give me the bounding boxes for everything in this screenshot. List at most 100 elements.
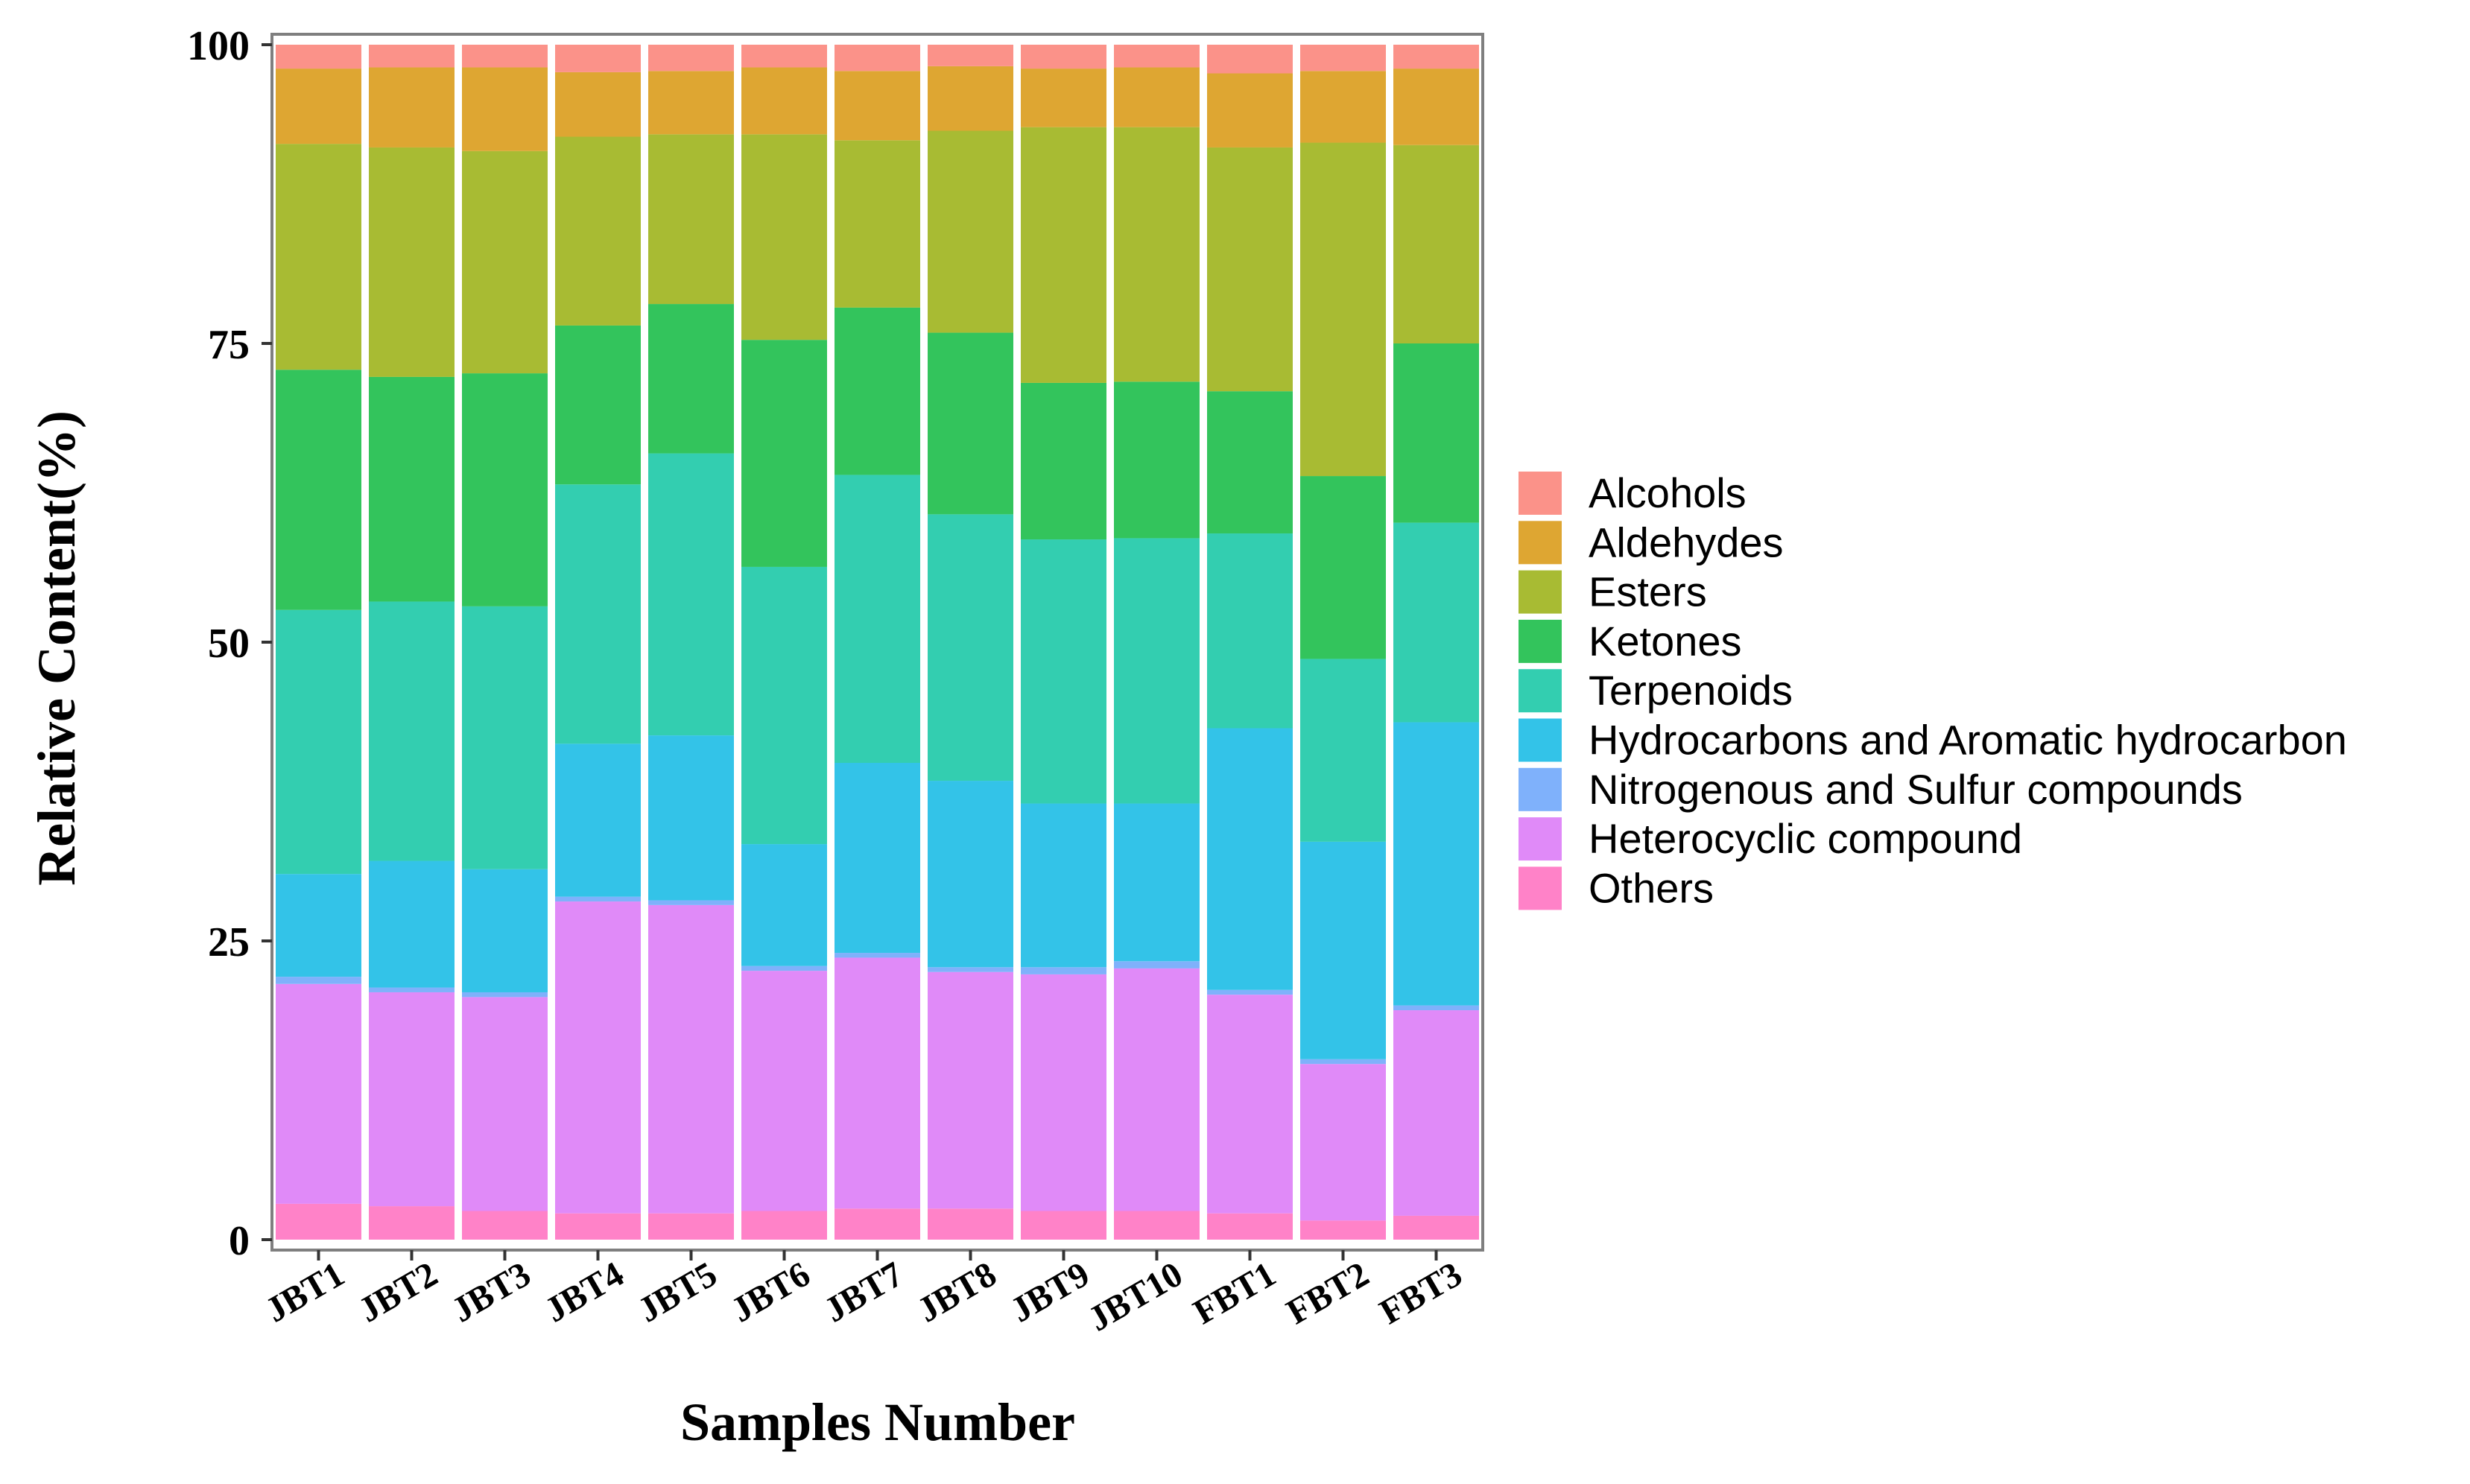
x-tick-label: JBT1 <box>259 1255 351 1331</box>
bar-segment-JBT10-hydrocarbons-and-aromatic-hydrocarbon <box>1114 803 1200 962</box>
bar-segment-JBT2-terpenoids <box>369 601 455 861</box>
bar-segment-JBT3-terpenoids <box>462 606 548 869</box>
bar-segment-JBT10-others <box>1114 1211 1200 1240</box>
x-tick-label: JBT10 <box>1082 1255 1189 1339</box>
bar-segment-JBT7-hydrocarbons-and-aromatic-hydrocarbon <box>835 763 920 954</box>
legend-label: Esters <box>1589 568 1707 615</box>
y-tick-label: 100 <box>187 23 250 69</box>
bar-segment-FBT1-terpenoids <box>1207 533 1293 729</box>
x-tick-label: JBT7 <box>817 1255 910 1331</box>
x-tick-label: JBT3 <box>445 1255 537 1331</box>
bar-segment-JBT10-heterocyclic-compound <box>1114 968 1200 1211</box>
bar-segment-JBT8-esters <box>928 130 1013 333</box>
bar-segment-JBT4-terpenoids <box>555 484 641 744</box>
legend-swatch-esters <box>1519 570 1562 614</box>
x-tick-label: FBT1 <box>1187 1255 1282 1333</box>
legend-label: Aldehydes <box>1589 519 1784 565</box>
bar-segment-JBT1-terpenoids <box>276 609 361 875</box>
legend-label: Ketones <box>1589 618 1742 665</box>
bar-segment-JBT9-terpenoids <box>1021 539 1106 804</box>
bar-segment-JBT1-hydrocarbons-and-aromatic-hydrocarbon <box>276 874 361 977</box>
bar-segment-JBT9-nitrogenous-and-sulfur-compounds <box>1021 967 1106 974</box>
bar-segment-JBT2-others <box>369 1206 455 1240</box>
x-axis: JBT1 JBT2 JBT3 JBT4 JBT5 JBT6 JBT7 JBT8 JBT9JBT1… <box>259 1250 1469 1339</box>
y-tick-label: 50 <box>208 621 250 667</box>
bar-segment-FBT1-esters <box>1207 147 1293 392</box>
bar-segment-JBT10-alcohols <box>1114 45 1200 68</box>
bar-segment-JBT3-heterocyclic-compound <box>462 997 548 1211</box>
bar-segment-JBT5-esters <box>648 134 734 305</box>
bar-segment-JBT5-nitrogenous-and-sulfur-compounds <box>648 900 734 905</box>
bar-segment-JBT8-nitrogenous-and-sulfur-compounds <box>928 967 1013 972</box>
bar-segment-FBT3-ketones <box>1393 343 1479 523</box>
bar-segment-FBT2-others <box>1300 1220 1386 1240</box>
bar-segment-FBT1-heterocyclic-compound <box>1207 995 1293 1214</box>
bar-segment-FBT1-others <box>1207 1213 1293 1240</box>
x-axis-title: Samples Number <box>680 1392 1075 1452</box>
bar-segment-JBT8-others <box>928 1208 1013 1240</box>
bar-segment-JBT3-nitrogenous-and-sulfur-compounds <box>462 992 548 998</box>
bar-segment-JBT8-terpenoids <box>928 514 1013 781</box>
bar-segment-JBT2-alcohols <box>369 45 455 68</box>
y-tick-label: 75 <box>208 322 250 368</box>
bar-segment-JBT5-terpenoids <box>648 453 734 736</box>
bar-segment-JBT4-ketones <box>555 325 641 485</box>
bar-segment-JBT7-ketones <box>835 307 920 475</box>
bar-segment-JBT4-hydrocarbons-and-aromatic-hydrocarbon <box>555 743 641 897</box>
bar-segment-FBT2-ketones <box>1300 476 1386 659</box>
legend-swatch-hydrocarbons-and-aromatic-hydrocarbon <box>1519 718 1562 762</box>
bar-segment-JBT9-hydrocarbons-and-aromatic-hydrocarbon <box>1021 803 1106 968</box>
bar-segment-JBT10-terpenoids <box>1114 538 1200 804</box>
bar-segment-FBT1-hydrocarbons-and-aromatic-hydrocarbon <box>1207 728 1293 990</box>
bar-segment-JBT6-aldehydes <box>741 67 827 135</box>
legend-label: Alcohols <box>1589 469 1747 516</box>
legend-swatch-others <box>1519 866 1562 910</box>
bar-segment-FBT2-aldehydes <box>1300 71 1386 143</box>
bar-segment-FBT3-esters <box>1393 145 1479 343</box>
bar-segment-JBT4-alcohols <box>555 45 641 72</box>
bar-segment-JBT9-heterocyclic-compound <box>1021 974 1106 1211</box>
legend-swatch-terpenoids <box>1519 669 1562 713</box>
bar-segment-FBT3-aldehydes <box>1393 69 1479 145</box>
bar-segment-FBT3-others <box>1393 1215 1479 1240</box>
bar-segment-JBT4-heterocyclic-compound <box>555 901 641 1214</box>
bar-segment-FBT2-esters <box>1300 142 1386 477</box>
bar-segment-JBT6-esters <box>741 134 827 340</box>
bar-segment-JBT5-heterocyclic-compound <box>648 904 734 1214</box>
bar-segment-JBT6-others <box>741 1211 827 1240</box>
legend-swatch-alcohols <box>1519 472 1562 515</box>
bar-segment-JBT6-alcohols <box>741 45 827 68</box>
bar-segment-JBT7-alcohols <box>835 45 920 72</box>
bar-segment-FBT2-nitrogenous-and-sulfur-compounds <box>1300 1059 1386 1065</box>
legend-swatch-aldehydes <box>1519 521 1562 565</box>
bar-segment-JBT9-ketones <box>1021 382 1106 540</box>
bar-segment-JBT10-ketones <box>1114 381 1200 539</box>
bar-segment-JBT6-terpenoids <box>741 566 827 845</box>
bar-segment-JBT8-alcohols <box>928 45 1013 66</box>
x-tick-label: JBT6 <box>724 1255 817 1331</box>
bar-segment-JBT10-aldehydes <box>1114 67 1200 127</box>
x-tick-label: JBT2 <box>352 1255 444 1331</box>
bar-segment-FBT2-hydrocarbons-and-aromatic-hydrocarbon <box>1300 841 1386 1059</box>
bar-segment-JBT6-hydrocarbons-and-aromatic-hydrocarbon <box>741 844 827 966</box>
bar-segment-FBT3-heterocyclic-compound <box>1393 1010 1479 1216</box>
bar-segment-FBT1-nitrogenous-and-sulfur-compounds <box>1207 989 1293 995</box>
legend-swatch-ketones <box>1519 619 1562 663</box>
bar-segment-JBT3-hydrocarbons-and-aromatic-hydrocarbon <box>462 869 548 992</box>
bar-segment-JBT8-aldehydes <box>928 66 1013 131</box>
bar-segment-FBT2-alcohols <box>1300 45 1386 72</box>
x-tick-label: JBT9 <box>1004 1255 1096 1331</box>
bar-segment-JBT7-esters <box>835 140 920 308</box>
bar-segment-JBT5-alcohols <box>648 45 734 72</box>
bar-segment-JBT10-nitrogenous-and-sulfur-compounds <box>1114 961 1200 968</box>
bar-segment-JBT10-esters <box>1114 127 1200 382</box>
bar-segment-JBT8-heterocyclic-compound <box>928 971 1013 1209</box>
bar-segment-JBT2-ketones <box>369 376 455 602</box>
bar-segment-JBT1-nitrogenous-and-sulfur-compounds <box>276 977 361 984</box>
legend-label: Heterocyclic compound <box>1589 815 2022 862</box>
bar-segment-JBT1-alcohols <box>276 45 361 69</box>
bar-segment-JBT7-terpenoids <box>835 475 920 764</box>
bar-segment-JBT1-ketones <box>276 370 361 610</box>
legend-label: Terpenoids <box>1589 667 1793 714</box>
